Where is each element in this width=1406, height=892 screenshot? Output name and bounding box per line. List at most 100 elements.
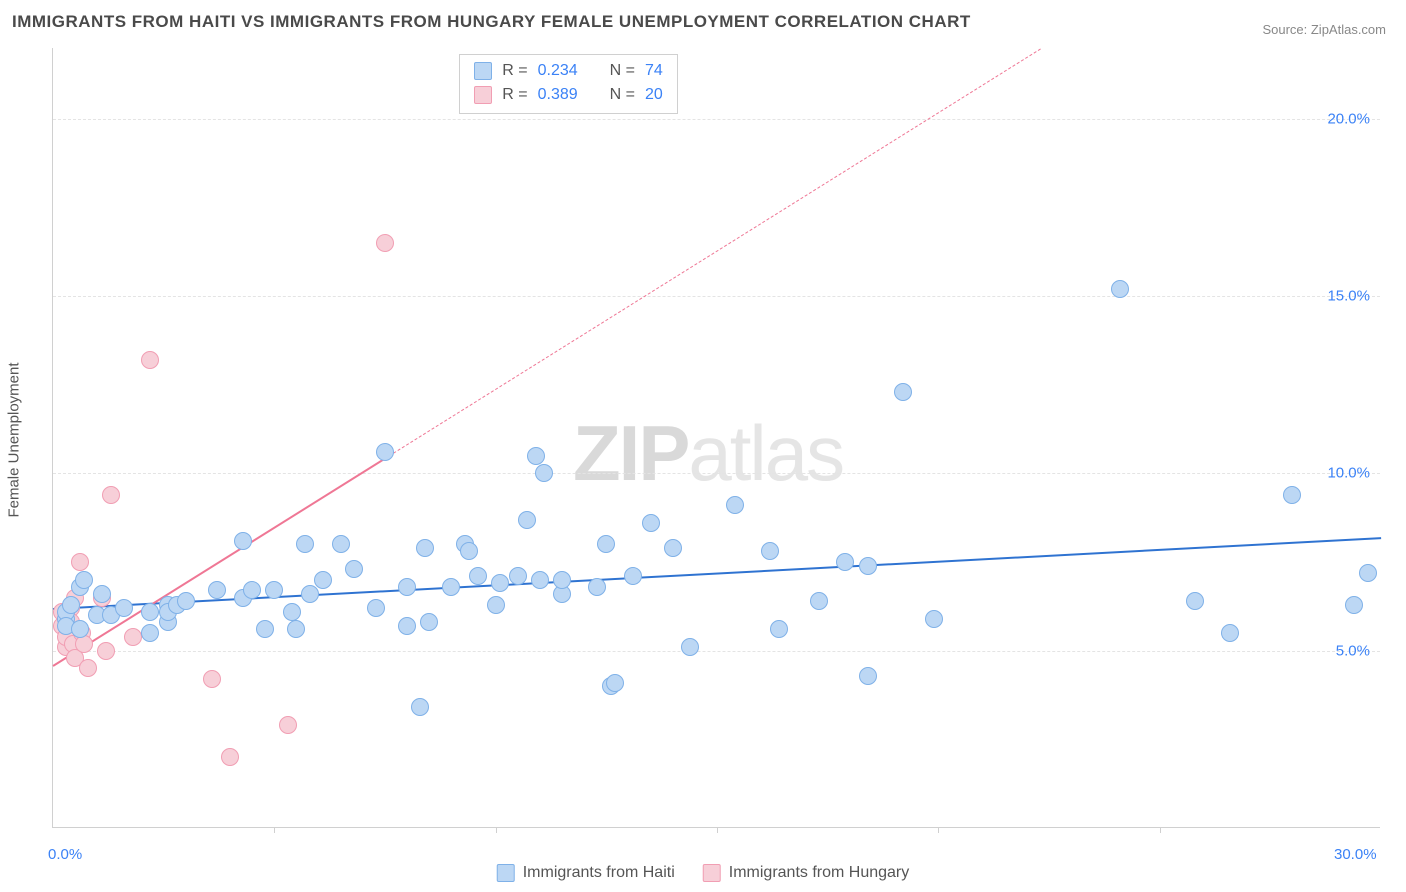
data-point xyxy=(1221,624,1239,642)
data-point xyxy=(345,560,363,578)
data-point xyxy=(642,514,660,532)
data-point xyxy=(314,571,332,589)
gridline xyxy=(53,296,1380,297)
data-point xyxy=(509,567,527,585)
data-point xyxy=(283,603,301,621)
data-point xyxy=(124,628,142,646)
data-point xyxy=(726,496,744,514)
legend-bottom: Immigrants from Haiti Immigrants from Hun… xyxy=(497,864,910,882)
data-point xyxy=(75,571,93,589)
watermark: ZIPatlas xyxy=(573,408,843,499)
legend-item: Immigrants from Hungary xyxy=(703,864,910,882)
data-point xyxy=(203,670,221,688)
data-point xyxy=(1186,592,1204,610)
data-point xyxy=(588,578,606,596)
data-point xyxy=(279,716,297,734)
legend-label: Immigrants from Hungary xyxy=(729,864,910,882)
data-point xyxy=(141,603,159,621)
data-point xyxy=(97,642,115,660)
watermark-rest: atlas xyxy=(688,409,843,497)
data-point xyxy=(442,578,460,596)
chart-container: IMMIGRANTS FROM HAITI VS IMMIGRANTS FROM… xyxy=(0,0,1406,892)
source-prefix: Source: xyxy=(1262,22,1310,37)
x-start-label: 0.0% xyxy=(48,846,82,863)
data-point xyxy=(487,596,505,614)
data-point xyxy=(894,383,912,401)
data-point xyxy=(301,585,319,603)
data-point xyxy=(416,539,434,557)
data-point xyxy=(376,234,394,252)
x-tick xyxy=(274,827,275,833)
data-point xyxy=(265,581,283,599)
gridline xyxy=(53,651,1380,652)
data-point xyxy=(243,581,261,599)
data-point xyxy=(681,638,699,656)
legend-n-label: N = xyxy=(610,83,635,107)
plot-area: ZIPatlas 5.0% 10.0% 15.0% 20.0% xyxy=(52,48,1380,828)
y-tick-label: 10.0% xyxy=(1327,465,1370,482)
data-point xyxy=(925,610,943,628)
data-point xyxy=(1359,564,1377,582)
data-point xyxy=(531,571,549,589)
legend-r-value: 0.389 xyxy=(538,83,578,107)
data-point xyxy=(527,447,545,465)
data-point xyxy=(141,351,159,369)
legend-label: Immigrants from Haiti xyxy=(523,864,675,882)
data-point xyxy=(518,511,536,529)
data-point xyxy=(367,599,385,617)
data-point xyxy=(79,659,97,677)
data-point xyxy=(71,620,89,638)
y-tick-label: 15.0% xyxy=(1327,288,1370,305)
data-point xyxy=(1283,486,1301,504)
data-point xyxy=(664,539,682,557)
data-point xyxy=(62,596,80,614)
data-point xyxy=(469,567,487,585)
data-point xyxy=(296,535,314,553)
data-point xyxy=(398,617,416,635)
data-point xyxy=(597,535,615,553)
data-point xyxy=(208,581,226,599)
chart-title: IMMIGRANTS FROM HAITI VS IMMIGRANTS FROM… xyxy=(12,12,971,32)
legend-swatch xyxy=(474,62,492,80)
data-point xyxy=(553,571,571,589)
correlation-legend-row: R = 0.234N = 74 xyxy=(474,59,663,83)
source-link[interactable]: ZipAtlas.com xyxy=(1311,22,1386,37)
data-point xyxy=(420,613,438,631)
correlation-legend: R = 0.234N = 74R = 0.389 N = 20 xyxy=(459,54,678,114)
data-point xyxy=(836,553,854,571)
legend-r-label: R = xyxy=(502,59,527,83)
y-tick-label: 5.0% xyxy=(1336,642,1370,659)
y-tick-label: 20.0% xyxy=(1327,110,1370,127)
data-point xyxy=(535,464,553,482)
data-point xyxy=(398,578,416,596)
data-point xyxy=(810,592,828,610)
data-point xyxy=(102,486,120,504)
legend-n-value: 20 xyxy=(645,83,663,107)
x-end-label: 30.0% xyxy=(1334,846,1377,863)
data-point xyxy=(1111,280,1129,298)
legend-swatch xyxy=(497,864,515,882)
legend-swatch xyxy=(474,86,492,104)
data-point xyxy=(115,599,133,617)
data-point xyxy=(491,574,509,592)
data-point xyxy=(376,443,394,461)
data-point xyxy=(460,542,478,560)
watermark-bold: ZIP xyxy=(573,409,688,497)
data-point xyxy=(332,535,350,553)
data-point xyxy=(1345,596,1363,614)
legend-n-value: 74 xyxy=(645,59,663,83)
data-point xyxy=(287,620,305,638)
data-point xyxy=(624,567,642,585)
data-point xyxy=(221,748,239,766)
x-tick xyxy=(938,827,939,833)
x-tick xyxy=(496,827,497,833)
data-point xyxy=(606,674,624,692)
data-point xyxy=(411,698,429,716)
legend-item: Immigrants from Haiti xyxy=(497,864,675,882)
legend-r-label: R = xyxy=(502,83,527,107)
gridline xyxy=(53,473,1380,474)
y-axis-title: Female Unemployment xyxy=(6,362,23,517)
data-point xyxy=(761,542,779,560)
legend-swatch xyxy=(703,864,721,882)
data-point xyxy=(93,585,111,603)
